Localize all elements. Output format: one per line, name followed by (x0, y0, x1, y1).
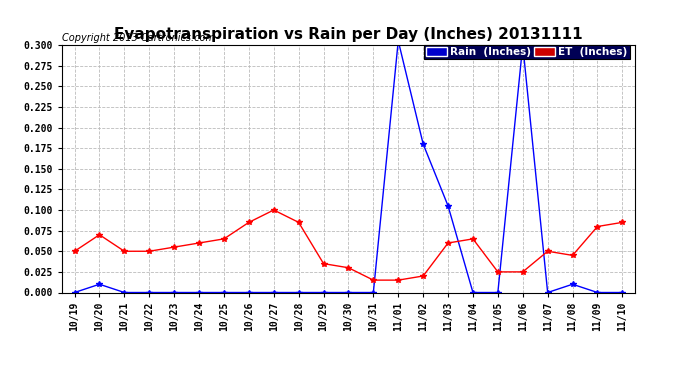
Title: Evapotranspiration vs Rain per Day (Inches) 20131111: Evapotranspiration vs Rain per Day (Inch… (114, 27, 583, 42)
Legend: Rain  (Inches), ET  (Inches): Rain (Inches), ET (Inches) (424, 45, 629, 59)
Text: Copyright 2013 Cartronics.com: Copyright 2013 Cartronics.com (62, 33, 215, 42)
